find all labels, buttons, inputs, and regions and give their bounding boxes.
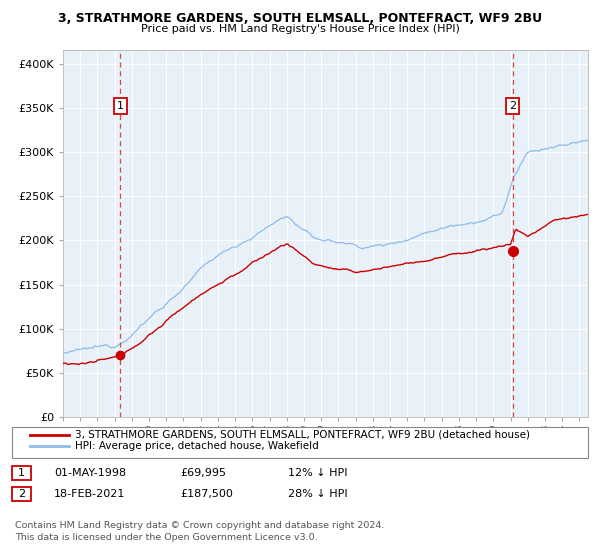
Text: HPI: Average price, detached house, Wakefield: HPI: Average price, detached house, Wake… — [75, 441, 319, 451]
Text: 28% ↓ HPI: 28% ↓ HPI — [288, 489, 347, 499]
Text: This data is licensed under the Open Government Licence v3.0.: This data is licensed under the Open Gov… — [15, 533, 317, 542]
Text: £69,995: £69,995 — [180, 468, 226, 478]
Text: £187,500: £187,500 — [180, 489, 233, 499]
Text: 3, STRATHMORE GARDENS, SOUTH ELMSALL, PONTEFRACT, WF9 2BU: 3, STRATHMORE GARDENS, SOUTH ELMSALL, PO… — [58, 12, 542, 25]
Text: 3, STRATHMORE GARDENS, SOUTH ELMSALL, PONTEFRACT, WF9 2BU (detached house): 3, STRATHMORE GARDENS, SOUTH ELMSALL, PO… — [75, 430, 530, 440]
Text: 18-FEB-2021: 18-FEB-2021 — [54, 489, 125, 499]
Text: 2: 2 — [18, 489, 25, 499]
Text: 12% ↓ HPI: 12% ↓ HPI — [288, 468, 347, 478]
Text: Price paid vs. HM Land Registry's House Price Index (HPI): Price paid vs. HM Land Registry's House … — [140, 24, 460, 34]
Text: 1: 1 — [18, 468, 25, 478]
Text: 2: 2 — [509, 101, 516, 111]
Text: 01-MAY-1998: 01-MAY-1998 — [54, 468, 126, 478]
Text: Contains HM Land Registry data © Crown copyright and database right 2024.: Contains HM Land Registry data © Crown c… — [15, 521, 385, 530]
Text: 1: 1 — [117, 101, 124, 111]
